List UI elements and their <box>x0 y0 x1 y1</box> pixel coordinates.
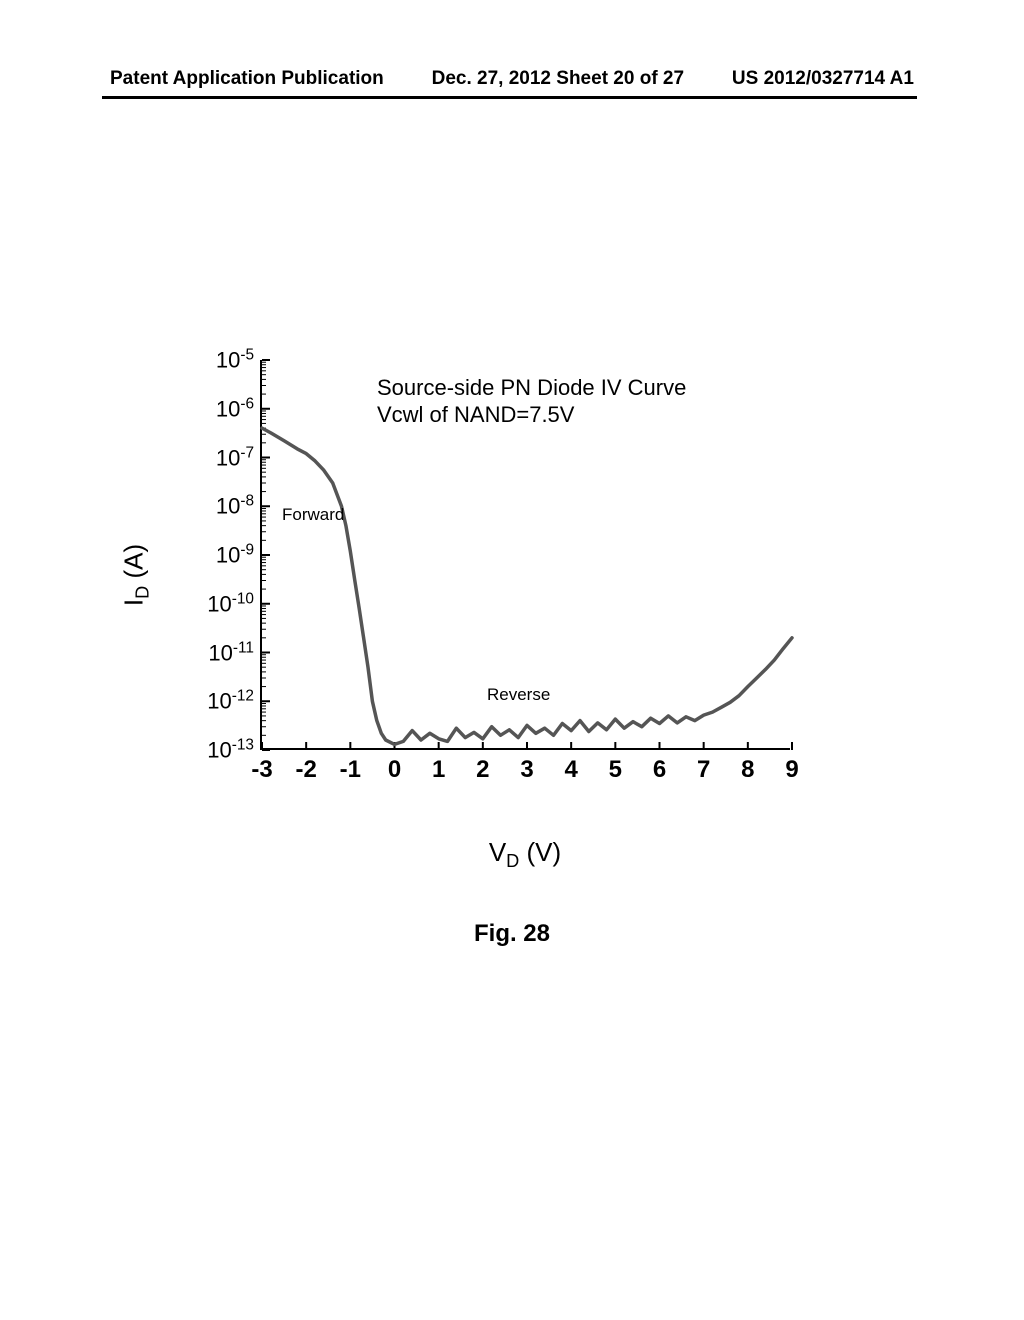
figure-caption: Fig. 28 <box>474 920 550 948</box>
x-tick-label: 8 <box>741 756 754 784</box>
x-tick-label: 9 <box>785 756 798 784</box>
header-center: Dec. 27, 2012 Sheet 20 of 27 <box>432 68 684 90</box>
x-tick-label: 2 <box>476 756 489 784</box>
y-tick-label: 10-9 <box>216 541 254 568</box>
x-tick-label: 1 <box>432 756 445 784</box>
y-tick-label: 10-5 <box>216 346 254 373</box>
x-tick-label: 7 <box>697 756 710 784</box>
header-rule <box>102 96 917 99</box>
x-tick-label: -2 <box>295 756 316 784</box>
plot-area: 10-1310-1210-1110-1010-910-810-710-610-5… <box>260 360 790 750</box>
reverse-label: Reverse <box>487 685 550 705</box>
header-right: US 2012/0327714 A1 <box>732 68 914 90</box>
chart: ID (A) 10-1310-1210-1110-1010-910-810-71… <box>155 350 805 800</box>
x-tick-label: -3 <box>251 756 272 784</box>
y-axis-label: ID (A) <box>119 544 154 606</box>
y-tick-label: 10-8 <box>216 493 254 520</box>
x-tick-label: 3 <box>520 756 533 784</box>
header-left: Patent Application Publication <box>110 68 384 90</box>
chart-title-line1: Source-side PN Diode IV Curve <box>377 375 686 401</box>
y-tick-label: 10-12 <box>207 688 254 715</box>
x-tick-label: 5 <box>609 756 622 784</box>
x-tick-label: -1 <box>340 756 361 784</box>
y-tick-label: 10-13 <box>207 736 254 763</box>
chart-title-line2: Vcwl of NAND=7.5V <box>377 402 574 428</box>
x-tick-label: 4 <box>564 756 577 784</box>
y-tick-label: 10-10 <box>207 590 254 617</box>
x-tick-label: 6 <box>653 756 666 784</box>
page-header: Patent Application Publication Dec. 27, … <box>0 68 1024 90</box>
y-tick-label: 10-11 <box>208 639 254 666</box>
y-tick-label: 10-7 <box>216 444 254 471</box>
x-axis-label: VD (V) <box>489 837 561 872</box>
x-tick-label: 0 <box>388 756 401 784</box>
y-tick-label: 10-6 <box>216 395 254 422</box>
forward-label: Forward <box>282 505 344 525</box>
